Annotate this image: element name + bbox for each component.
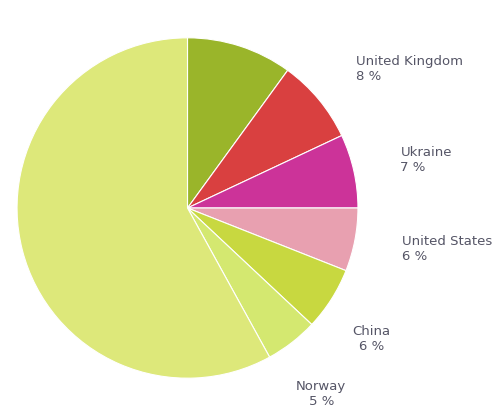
Wedge shape (188, 208, 346, 324)
Text: Norway
5 %: Norway 5 % (296, 380, 346, 408)
Wedge shape (188, 208, 312, 357)
Text: Brazil
10 %: Brazil 10 % (236, 0, 274, 1)
Wedge shape (188, 70, 342, 208)
Wedge shape (188, 208, 358, 271)
Wedge shape (188, 38, 288, 208)
Wedge shape (17, 38, 270, 378)
Text: United Kingdom
8 %: United Kingdom 8 % (356, 55, 463, 83)
Wedge shape (188, 136, 358, 208)
Text: China
6 %: China 6 % (352, 325, 391, 353)
Text: United States
6 %: United States 6 % (402, 235, 492, 263)
Text: Ukraine
7 %: Ukraine 7 % (400, 146, 452, 174)
